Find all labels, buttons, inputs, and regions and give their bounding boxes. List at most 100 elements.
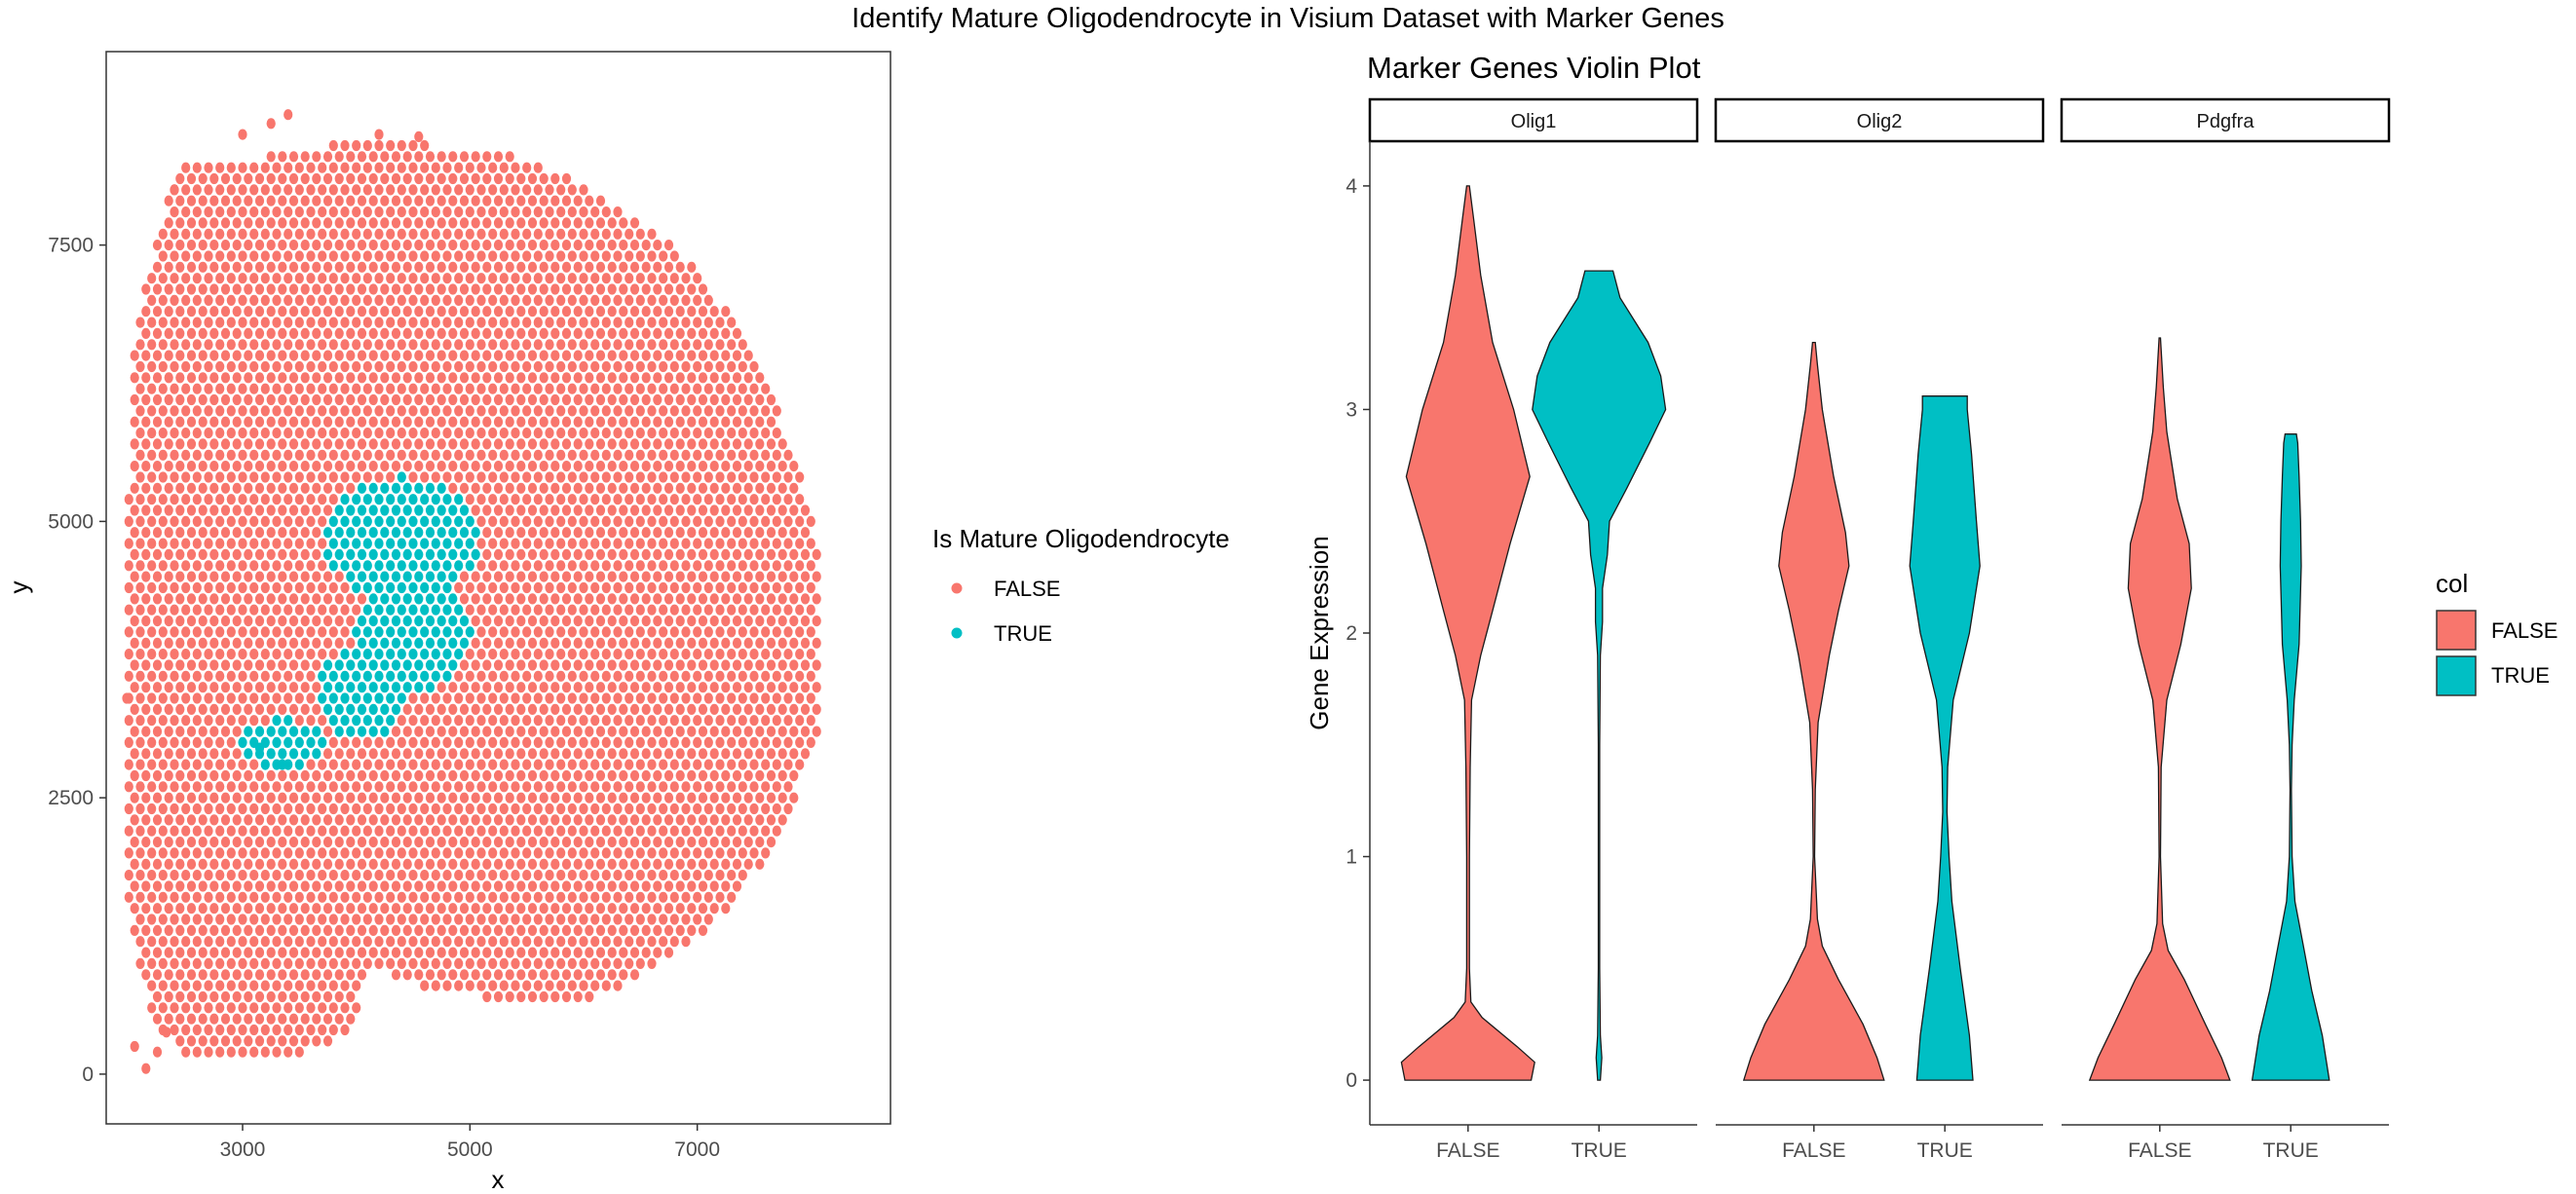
spot-false <box>238 383 247 394</box>
spot-true <box>322 548 333 561</box>
spot-false <box>499 736 509 749</box>
spot-false <box>561 837 572 848</box>
spot-false <box>482 283 492 295</box>
spot-false <box>181 1024 191 1036</box>
spot-false <box>601 781 611 793</box>
spot-false <box>209 947 219 958</box>
spot-false <box>471 903 480 914</box>
spot-true <box>454 538 464 549</box>
spot-false <box>635 383 645 394</box>
spot-false <box>488 759 498 770</box>
spot-false <box>431 936 440 948</box>
spot-false <box>186 261 197 273</box>
spot-false <box>284 781 293 793</box>
spot-false <box>499 317 509 328</box>
spot-false <box>681 360 691 373</box>
spot-false <box>232 172 242 185</box>
spot-false <box>755 438 765 450</box>
spot-false <box>300 571 310 582</box>
spot-false <box>368 350 378 361</box>
spot-false <box>613 980 623 991</box>
spot-false <box>629 880 640 892</box>
spot-false <box>164 990 173 1003</box>
spot-false <box>448 306 458 317</box>
spot-false <box>152 726 163 737</box>
spot-false <box>505 748 514 760</box>
spot-false <box>232 482 242 494</box>
spot-false <box>220 837 231 848</box>
spot-false <box>346 261 356 273</box>
spot-false <box>703 692 713 704</box>
spot-false <box>772 581 781 594</box>
spot-false <box>346 616 356 627</box>
spot-false <box>312 548 322 561</box>
spot-false <box>425 969 436 981</box>
spot-false <box>777 593 787 605</box>
spot-false <box>743 703 753 716</box>
spot-false <box>703 781 713 793</box>
spot-false <box>709 792 719 803</box>
spot-false <box>693 715 702 727</box>
spot-false <box>340 250 350 262</box>
spot-false <box>175 969 185 981</box>
spot-false <box>380 880 390 892</box>
spot-false <box>539 814 549 826</box>
spot-false <box>522 715 532 727</box>
spot-false <box>727 870 737 881</box>
spot-false <box>499 692 509 704</box>
spot-false <box>306 891 316 903</box>
spot-false <box>573 217 583 229</box>
spot-false <box>533 914 543 925</box>
spot-false <box>312 947 322 958</box>
spot-true <box>362 604 372 616</box>
spot-false <box>619 548 628 561</box>
spot-true <box>454 626 464 638</box>
spot-false <box>152 283 163 295</box>
spot-false <box>397 428 406 439</box>
spot-false <box>334 924 344 937</box>
spot-false <box>158 936 168 948</box>
spot-false <box>590 781 600 793</box>
spot-false <box>607 261 617 273</box>
spot-false <box>727 781 737 793</box>
spot-false <box>124 870 133 881</box>
spot-true <box>374 715 384 727</box>
spot-false <box>408 471 418 483</box>
spot-false <box>158 339 168 351</box>
spot-false <box>647 715 657 727</box>
spot-false <box>476 250 486 262</box>
spot-false <box>516 240 526 251</box>
spot-false <box>772 670 781 682</box>
spot-false <box>641 527 651 539</box>
spot-false <box>391 372 401 384</box>
spot-false <box>288 350 299 361</box>
spot-false <box>493 748 504 760</box>
spot-false <box>346 283 356 295</box>
spot-false <box>238 538 247 549</box>
spot-false <box>505 217 514 229</box>
spot-false <box>249 847 259 859</box>
spot-false <box>181 339 191 351</box>
spot-false <box>732 461 742 472</box>
spot-true <box>386 649 396 660</box>
spot-false <box>613 360 623 373</box>
spot-false <box>613 250 623 262</box>
spot-false <box>556 339 566 351</box>
spot-false <box>368 947 378 958</box>
spot-false <box>595 903 606 914</box>
spot-false <box>556 670 566 682</box>
spot-false <box>522 649 532 660</box>
spot-true <box>328 692 338 704</box>
spot-false <box>709 703 719 716</box>
spot-false <box>431 471 440 483</box>
spot-false <box>527 880 538 892</box>
spot-false <box>397 870 406 881</box>
spot-false <box>322 726 333 737</box>
spot-false <box>556 980 566 991</box>
spot-false <box>527 283 538 295</box>
spot-false <box>550 659 560 671</box>
spot-false <box>328 957 338 970</box>
spot-false <box>328 1024 338 1036</box>
spot-false <box>448 416 458 428</box>
spot-false <box>386 139 396 152</box>
